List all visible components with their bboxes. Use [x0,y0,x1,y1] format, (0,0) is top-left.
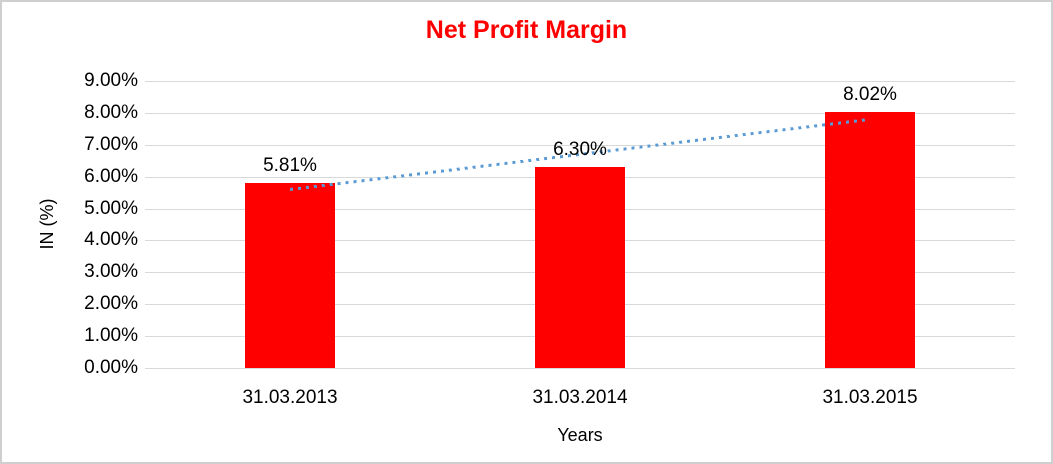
x-tick-label: 31.03.2014 [532,387,628,408]
bar-31.03.2013 [245,182,335,368]
y-tick-label: 3.00% [84,261,138,283]
gridline [145,81,1015,82]
y-tick-label: 9.00% [84,70,138,91]
y-tick-label: 1.00% [84,325,138,347]
y-tick-label: 0.00% [84,357,138,378]
gridline [145,112,1015,114]
y-tick-label: 6.00% [84,165,138,187]
x-tick-label: 31.03.2015 [822,387,918,408]
plot-area: 5.81% 6.30% 8.02% [145,81,1015,369]
bar-31.03.2014 [535,167,625,368]
y-tick-label: 7.00% [84,133,138,155]
x-tick-label: 31.03.2013 [242,387,338,408]
data-label: 6.30% [553,139,607,161]
bar-31.03.2015 [825,112,915,368]
y-tick-label: 8.00% [84,101,138,123]
gridline [145,368,1015,369]
x-axis-title: Years [557,425,603,445]
chart-title: Net Profit Margin [425,16,628,44]
data-label: 5.81% [263,154,317,176]
y-tick-label: 2.00% [84,293,138,315]
gridline [145,144,1015,146]
y-tick-label: 5.00% [84,197,138,219]
data-label: 8.02% [843,84,897,106]
y-tick-label: 4.00% [84,229,138,251]
